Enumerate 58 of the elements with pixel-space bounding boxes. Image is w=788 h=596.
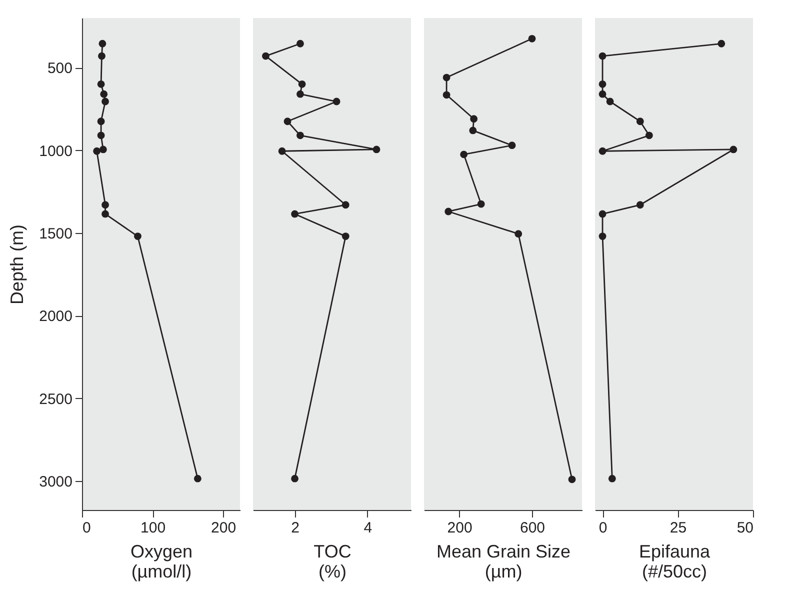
x-tick-label: 200 bbox=[211, 520, 236, 536]
x-tick-label: 200 bbox=[447, 520, 472, 536]
point bbox=[298, 80, 306, 88]
point bbox=[442, 91, 450, 99]
y-tick-label: 1500 bbox=[39, 225, 72, 242]
x-tick-label: 0 bbox=[598, 520, 608, 536]
point bbox=[608, 474, 616, 482]
y-tick-label: 500 bbox=[47, 60, 72, 78]
point bbox=[636, 201, 644, 209]
point bbox=[332, 98, 340, 106]
point bbox=[528, 34, 536, 42]
x-tick-label: 25 bbox=[670, 520, 687, 536]
y-tick-label: 1000 bbox=[39, 142, 72, 160]
point bbox=[568, 476, 576, 484]
point bbox=[606, 98, 614, 106]
point bbox=[730, 146, 738, 154]
x-tick-label: 600 bbox=[520, 520, 546, 536]
point bbox=[598, 210, 606, 218]
point bbox=[442, 74, 450, 82]
x-tick-label: 50 bbox=[736, 520, 754, 536]
point bbox=[598, 147, 606, 155]
point bbox=[291, 210, 298, 218]
point bbox=[296, 90, 304, 98]
y-tick-label: 3000 bbox=[39, 474, 72, 491]
point bbox=[645, 132, 653, 140]
point bbox=[514, 230, 522, 238]
x-axis-title: Epifauna (#/50cc) bbox=[638, 542, 712, 582]
point bbox=[508, 142, 516, 150]
point bbox=[372, 146, 380, 154]
x-axis-title: Oxygen (µmol/l) bbox=[130, 542, 193, 582]
point bbox=[470, 115, 478, 123]
point bbox=[291, 474, 298, 482]
point bbox=[284, 118, 292, 126]
point bbox=[296, 132, 304, 140]
point bbox=[278, 147, 286, 155]
point bbox=[598, 52, 606, 60]
point bbox=[262, 52, 270, 60]
x-axis-title: TOC (%) bbox=[314, 542, 352, 582]
point bbox=[598, 80, 606, 88]
point bbox=[477, 200, 485, 208]
point bbox=[296, 40, 304, 48]
point bbox=[460, 150, 468, 158]
point bbox=[444, 208, 452, 216]
point bbox=[598, 232, 606, 240]
point bbox=[469, 126, 477, 134]
point bbox=[342, 232, 350, 240]
point bbox=[718, 40, 726, 48]
y-tick-label: 2500 bbox=[39, 390, 72, 408]
x-tick-label: 0 bbox=[82, 520, 91, 536]
point bbox=[636, 118, 644, 126]
point bbox=[598, 90, 606, 98]
y-tick-label: 2000 bbox=[39, 308, 72, 326]
x-axis-title: Mean Grain Size (µm) bbox=[436, 542, 571, 582]
point bbox=[342, 201, 350, 209]
x-tick-label: 2 bbox=[291, 520, 300, 536]
y-axis-title: Depth (m) bbox=[7, 224, 28, 305]
x-tick-label: 4 bbox=[364, 520, 372, 536]
x-tick-label: 100 bbox=[140, 520, 166, 536]
